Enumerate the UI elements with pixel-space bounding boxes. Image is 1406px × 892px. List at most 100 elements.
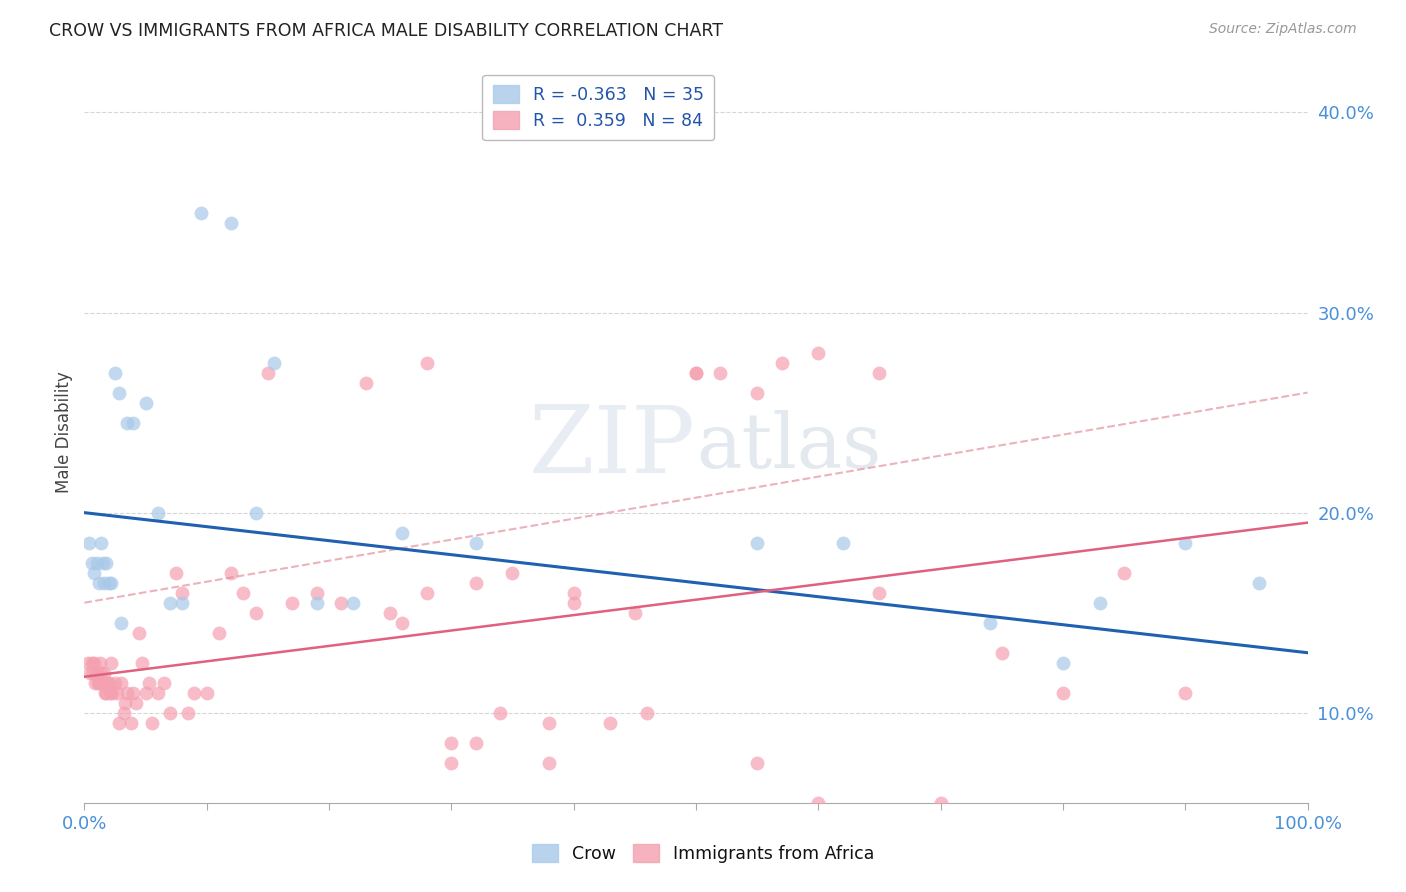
Point (105, 686, 128, 700)
Point (141, 715, 163, 730)
Point (89, 656, 111, 670)
Point (747, 756, 769, 770)
Point (380, 606, 402, 620)
Point (104, 675, 127, 690)
Point (97, 675, 120, 690)
Point (172, 585, 194, 599)
Point (97, 575, 120, 590)
Point (80, 556, 103, 570)
Point (232, 585, 254, 599)
Point (172, 596, 194, 610)
Point (1174, 535, 1197, 549)
Point (342, 596, 364, 610)
Point (122, 686, 145, 700)
Point (685, 366, 707, 380)
Point (1174, 686, 1197, 700)
Point (929, 796, 952, 810)
Point (94, 686, 117, 700)
Point (131, 656, 153, 670)
Point (305, 596, 328, 610)
Point (87, 675, 110, 690)
Point (153, 675, 176, 690)
Point (464, 535, 486, 549)
Point (502, 566, 524, 580)
Point (416, 355, 439, 369)
Point (416, 585, 439, 599)
Point (195, 686, 218, 700)
Point (107, 385, 129, 400)
Point (135, 686, 157, 700)
Point (146, 506, 169, 520)
Point (747, 385, 769, 400)
Point (464, 575, 486, 590)
Point (807, 796, 830, 810)
Point (281, 596, 304, 610)
Point (464, 736, 486, 750)
Point (87, 675, 110, 690)
Point (391, 525, 413, 540)
Point (138, 675, 160, 690)
Point (562, 585, 585, 599)
Point (110, 615, 132, 630)
Point (709, 366, 731, 380)
Point (177, 706, 200, 720)
Point (869, 585, 891, 599)
Point (770, 355, 793, 369)
Point (305, 585, 328, 599)
Point (146, 686, 169, 700)
Point (112, 706, 135, 720)
Point (245, 506, 267, 520)
Point (391, 615, 413, 630)
Point (807, 345, 830, 359)
Point (165, 566, 187, 580)
Point (991, 646, 1014, 660)
Point (869, 366, 891, 380)
Point (79, 665, 101, 680)
Point (96, 686, 118, 700)
Point (87, 575, 110, 590)
Point (538, 715, 561, 730)
Point (1052, 656, 1074, 670)
Point (120, 715, 142, 730)
Point (219, 566, 242, 580)
Point (128, 625, 150, 640)
Point (562, 596, 585, 610)
Point (979, 615, 1001, 630)
Point (831, 535, 853, 549)
Point (747, 535, 769, 549)
Text: CROW VS IMMIGRANTS FROM AFRICA MALE DISABILITY CORRELATION CHART: CROW VS IMMIGRANTS FROM AFRICA MALE DISA… (49, 22, 723, 40)
Point (115, 686, 138, 700)
Point (219, 215, 242, 229)
Point (114, 696, 136, 710)
Point (100, 656, 122, 670)
Point (159, 706, 181, 720)
Point (80, 656, 103, 670)
Point (685, 366, 707, 380)
Point (97, 675, 120, 690)
Point (440, 736, 463, 750)
Point (159, 596, 181, 610)
Point (440, 756, 463, 770)
Point (84, 675, 107, 690)
Point (263, 355, 285, 369)
Point (86, 665, 108, 680)
Point (1088, 596, 1111, 610)
Point (636, 706, 658, 720)
Point (100, 575, 122, 590)
Y-axis label: Male Disability: Male Disability (55, 372, 73, 493)
Point (77, 535, 100, 549)
Point (107, 715, 129, 730)
Point (538, 756, 561, 770)
Point (354, 376, 377, 390)
Point (110, 675, 132, 690)
Point (98, 686, 121, 700)
Point (1247, 575, 1270, 590)
Point (83, 656, 105, 670)
Point (77, 656, 100, 670)
Point (91, 556, 114, 570)
Point (599, 715, 621, 730)
Point (115, 416, 138, 430)
Point (104, 366, 127, 380)
Point (257, 366, 280, 380)
Point (93, 575, 115, 590)
